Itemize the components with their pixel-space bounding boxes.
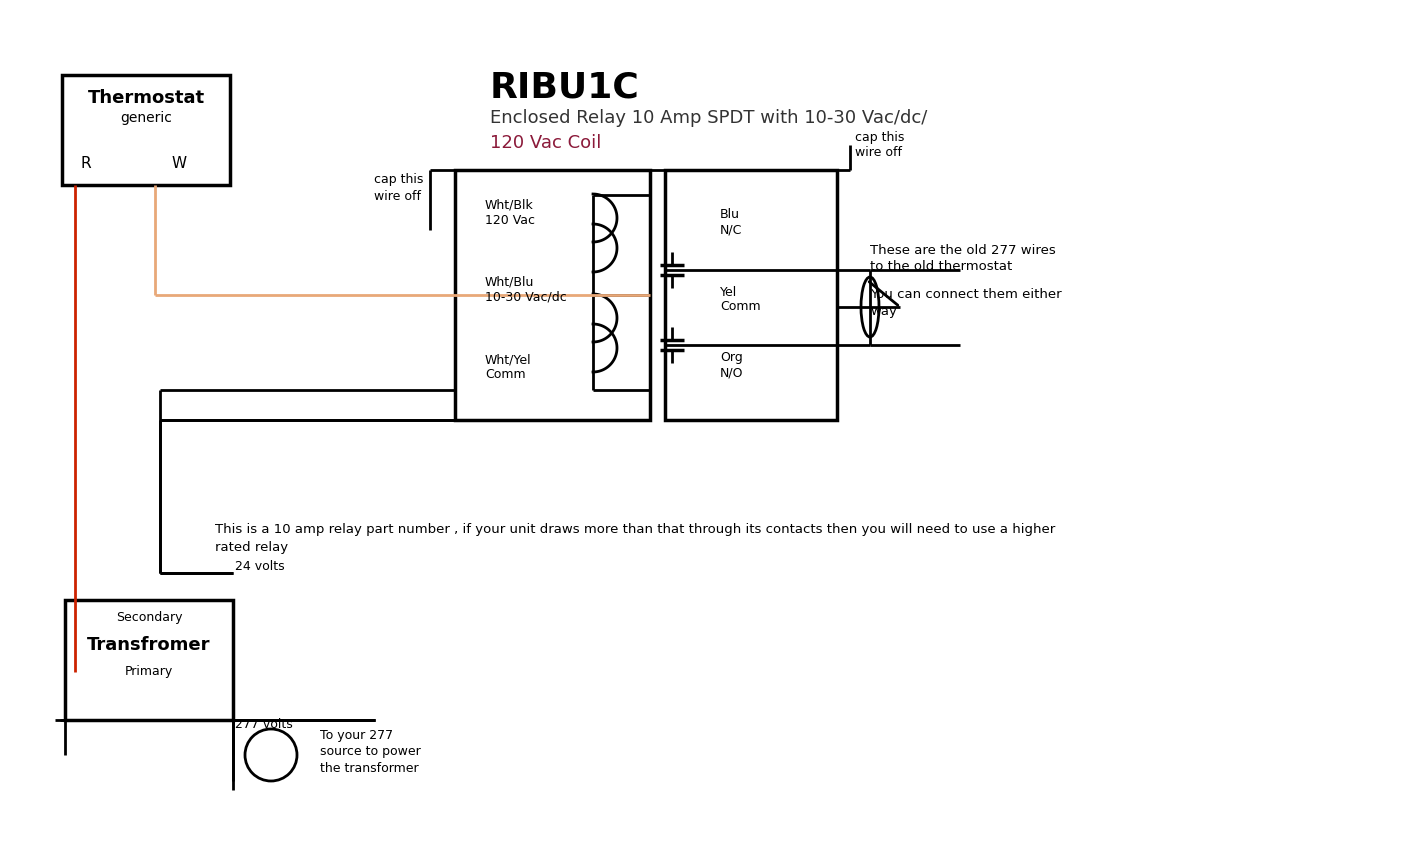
Text: cap this: cap this	[374, 173, 423, 186]
Text: way: way	[870, 305, 897, 318]
Text: Thermostat: Thermostat	[88, 89, 205, 107]
Text: source to power: source to power	[320, 746, 420, 758]
Text: Yel: Yel	[720, 286, 737, 299]
Text: cap this: cap this	[855, 131, 904, 144]
Text: N/O: N/O	[720, 366, 743, 379]
Text: 24 volts: 24 volts	[235, 560, 284, 573]
Text: 10-30 Vac/dc: 10-30 Vac/dc	[485, 291, 567, 304]
Text: Comm: Comm	[485, 368, 525, 382]
Text: Secondary: Secondary	[116, 612, 183, 625]
Text: wire off: wire off	[855, 147, 901, 160]
Text: rated relay: rated relay	[215, 541, 289, 554]
Text: Org: Org	[720, 352, 743, 365]
Text: To your 277: To your 277	[320, 728, 393, 741]
Text: Enclosed Relay 10 Amp SPDT with 10-30 Vac/dc/: Enclosed Relay 10 Amp SPDT with 10-30 Va…	[490, 109, 927, 127]
Bar	[665, 170, 838, 420]
Bar	[62, 75, 231, 185]
Text: This is a 10 amp relay part number , if your unit draws more than that through i: This is a 10 amp relay part number , if …	[215, 523, 1056, 536]
Text: 277 volts: 277 volts	[235, 718, 293, 732]
Text: wire off: wire off	[374, 190, 422, 202]
Text: R: R	[81, 156, 91, 172]
Bar	[456, 170, 649, 420]
Bar	[65, 600, 233, 720]
Text: Blu: Blu	[720, 208, 740, 221]
Text: 120 Vac Coil: 120 Vac Coil	[490, 134, 601, 152]
Text: Wht/Yel: Wht/Yel	[485, 353, 532, 366]
Text: Wht/Blk: Wht/Blk	[485, 198, 533, 212]
Circle shape	[245, 729, 297, 781]
Text: You can connect them either: You can connect them either	[870, 288, 1061, 301]
Text: N/C: N/C	[720, 223, 743, 237]
Text: to the old thermostat: to the old thermostat	[870, 261, 1012, 274]
Text: generic: generic	[120, 111, 173, 125]
Text: RIBU1C: RIBU1C	[490, 71, 640, 105]
Text: the transformer: the transformer	[320, 763, 419, 776]
Text: Wht/Blu: Wht/Blu	[485, 275, 535, 288]
Text: 120 Vac: 120 Vac	[485, 214, 535, 227]
Text: Transfromer: Transfromer	[88, 636, 211, 654]
Text: Comm: Comm	[720, 300, 761, 313]
Text: Primary: Primary	[125, 666, 173, 679]
Text: W: W	[173, 156, 187, 172]
Text: These are the old 277 wires: These are the old 277 wires	[870, 244, 1056, 257]
